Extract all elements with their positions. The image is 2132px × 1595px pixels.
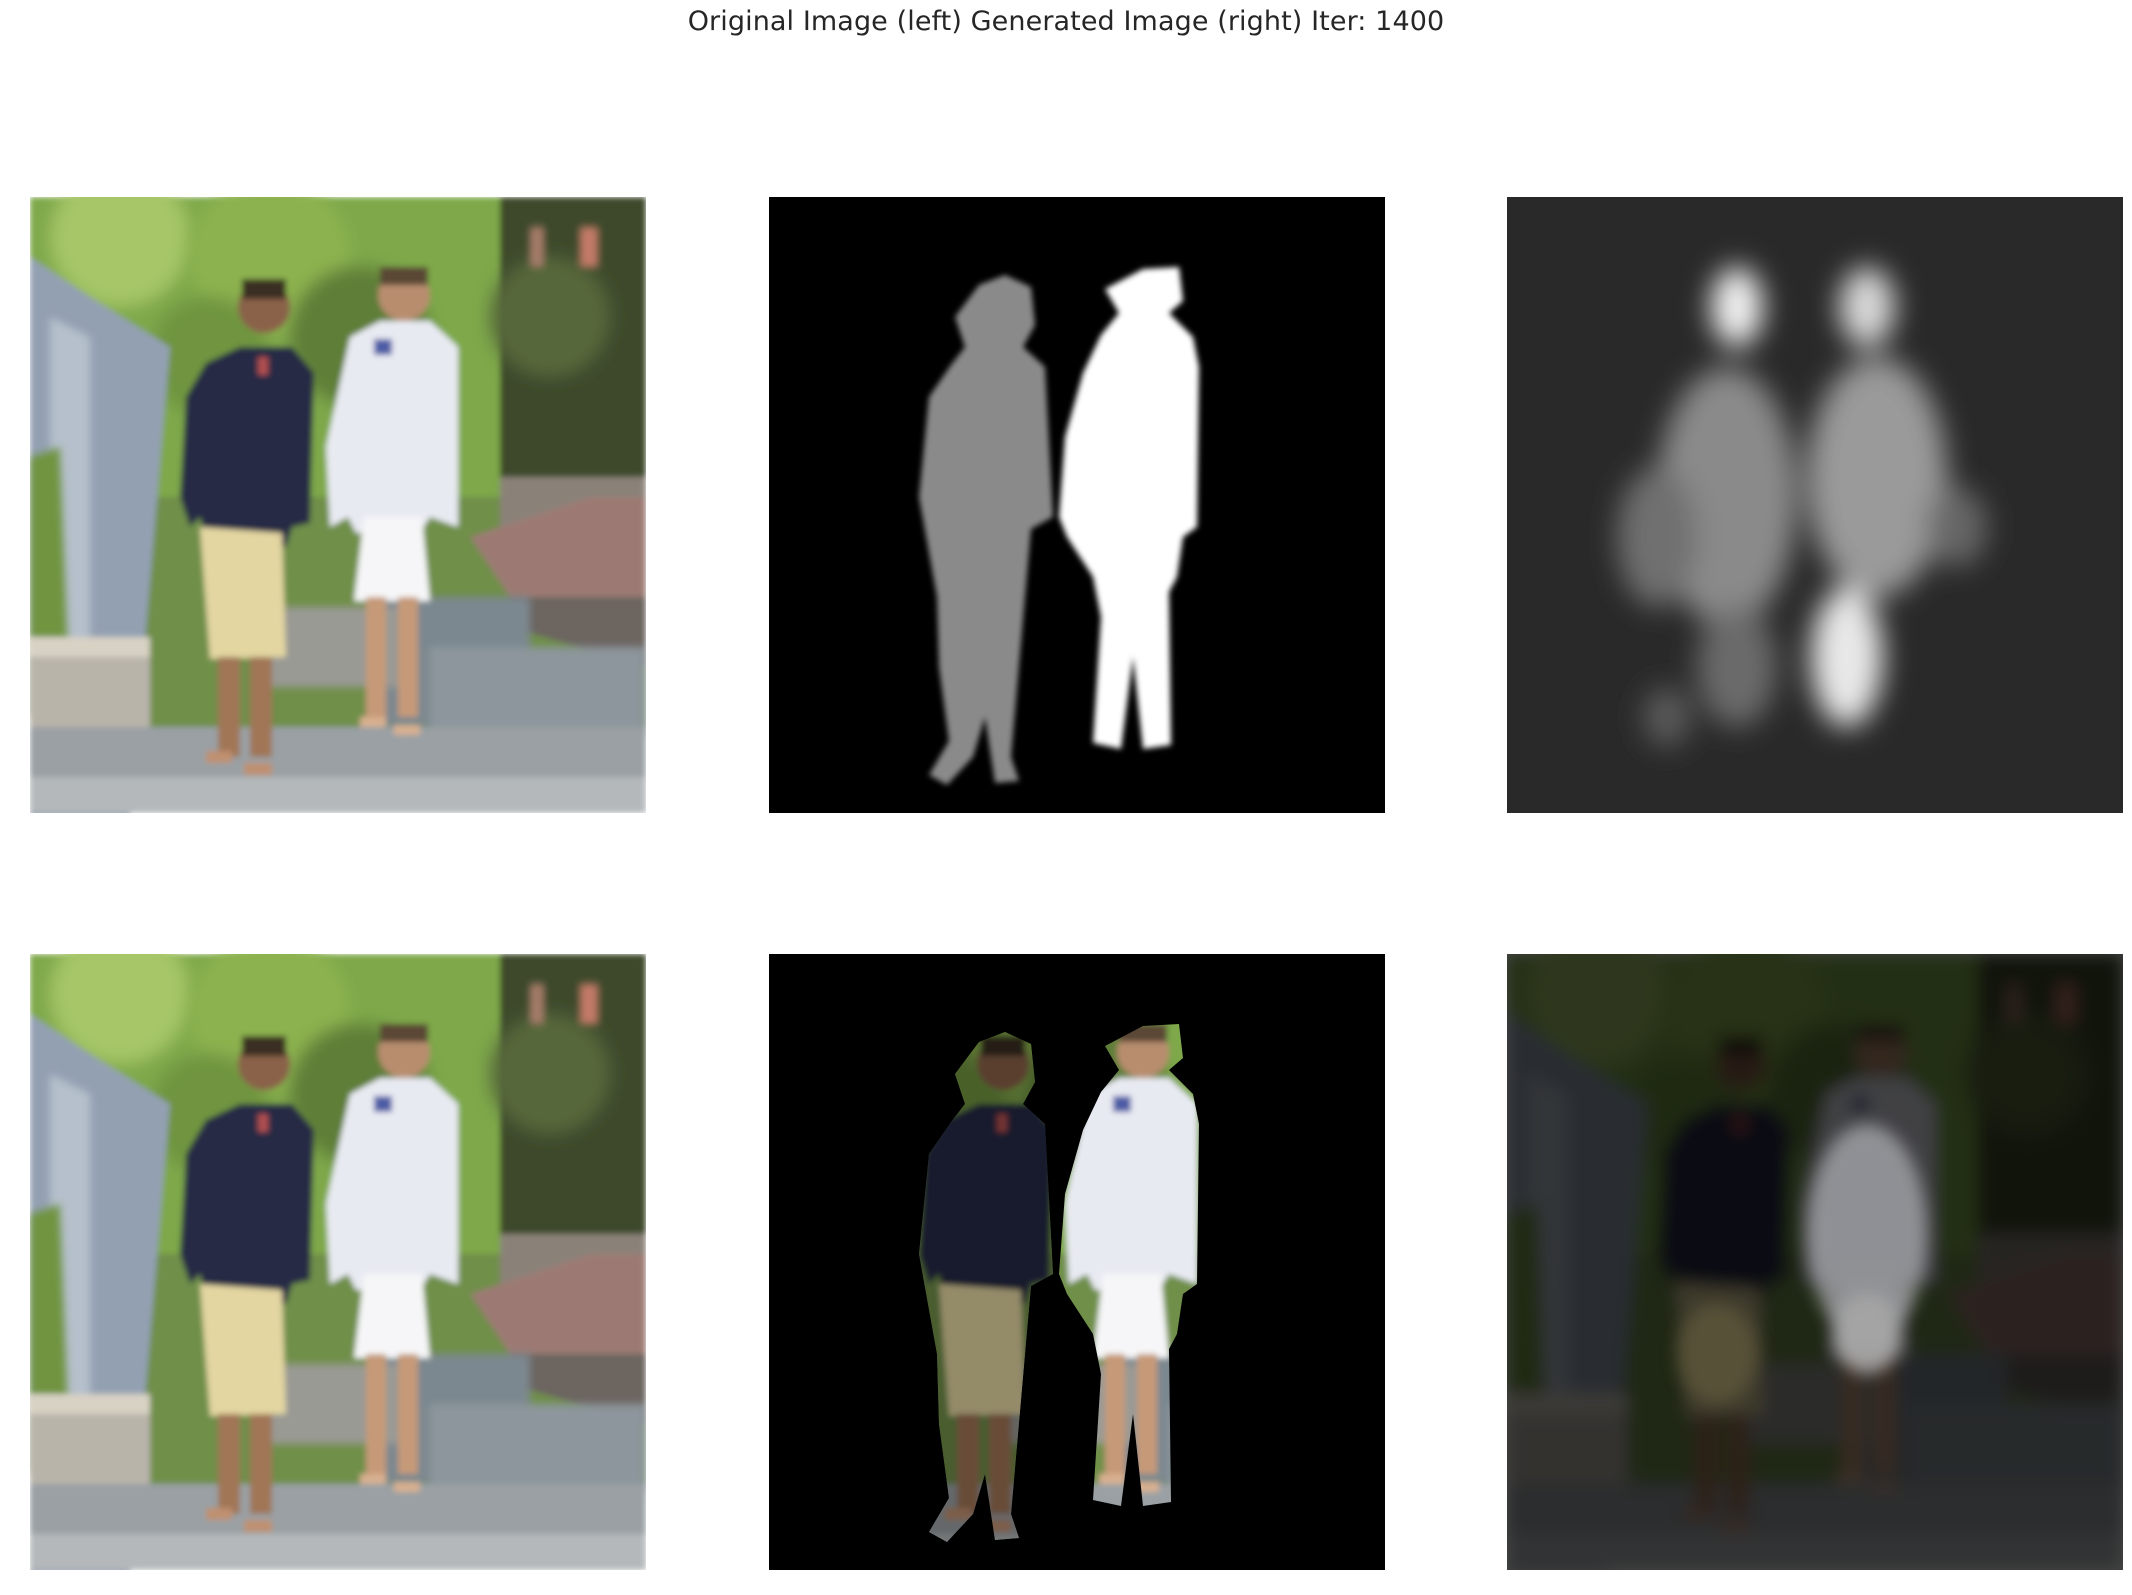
generated-photo (1507, 954, 2123, 1570)
masked-photo (769, 954, 1385, 1570)
generated-photo-image (1507, 954, 2123, 1570)
original-photo-bottom (30, 954, 646, 1570)
original-photo-bottom-image (30, 954, 646, 1570)
figure-title: Original Image (left) Generated Image (r… (687, 6, 1445, 37)
segmentation-mask (769, 197, 1385, 813)
generated-mask (1507, 197, 2123, 813)
masked-photo-image (769, 954, 1385, 1570)
original-photo-top (30, 197, 646, 813)
generated-mask-image (1507, 197, 2123, 813)
segmentation-mask-image (769, 197, 1385, 813)
original-photo-top-image (30, 197, 646, 813)
